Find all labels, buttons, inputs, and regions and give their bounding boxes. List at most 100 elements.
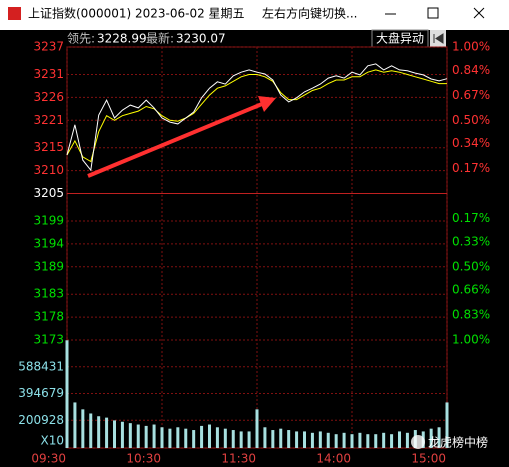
volume-bar xyxy=(247,431,251,448)
lead-label: 领先: xyxy=(67,32,95,46)
volume-bar xyxy=(113,420,116,448)
y-tick-label: 3237 xyxy=(33,40,64,54)
y-tick-label: 3199 xyxy=(33,213,64,227)
y-tick-label: 3215 xyxy=(33,140,64,154)
x-tick-label: 11:30 xyxy=(221,452,256,466)
volume-bar xyxy=(445,402,449,448)
lead-value: 3228.99 xyxy=(97,32,147,46)
volume-bar xyxy=(89,413,93,448)
y-tick-label: 3194 xyxy=(33,236,64,250)
volume-bar xyxy=(144,425,148,448)
volume-bar xyxy=(215,427,219,448)
y-tick-label: 3210 xyxy=(33,163,64,177)
y2-tick-label: 0.84% xyxy=(452,63,490,77)
y2-tick-label: 0.34% xyxy=(452,136,490,150)
title-bar xyxy=(0,0,509,30)
annotation-arrow xyxy=(87,102,263,178)
volume-bar xyxy=(176,427,180,448)
volume-bar xyxy=(105,417,109,448)
volume-bar xyxy=(287,430,291,448)
volume-bar xyxy=(295,431,299,448)
x-tick-label: 10:30 xyxy=(126,452,161,466)
watermark-icon xyxy=(411,435,425,449)
watermark: 龙虎榜中榜 xyxy=(428,435,488,450)
window-title: 上证指数(000001) 2023-06-02 星期五 xyxy=(28,6,245,21)
volume-bar xyxy=(437,427,441,448)
y2-tick-label: 1.00% xyxy=(452,333,490,347)
y2-tick-label: 0.33% xyxy=(452,234,490,248)
volume-bar xyxy=(231,430,235,448)
close-button[interactable] xyxy=(473,7,485,19)
annotation-arrowhead xyxy=(258,96,276,112)
y2-tick-label: 0.17% xyxy=(452,211,490,225)
x-tick-label: 09:30 xyxy=(31,452,66,466)
y2-tick-label: 0.50% xyxy=(452,113,490,127)
volume-bar xyxy=(168,428,172,448)
volume-bar xyxy=(81,409,85,448)
y-tick-label: 3226 xyxy=(33,90,64,104)
market-alert-label: 大盘异动 xyxy=(376,31,424,46)
y-tick-label: 3221 xyxy=(33,113,64,127)
volume-bar xyxy=(374,434,378,448)
volume-tick-label: X10 xyxy=(41,434,65,448)
app-icon xyxy=(8,7,21,20)
volume-bar xyxy=(184,428,188,448)
volume-bar xyxy=(326,432,330,448)
y2-tick-label: 0.66% xyxy=(452,283,490,297)
y-tick-label: 3178 xyxy=(33,310,64,324)
price-line xyxy=(66,69,447,163)
y-tick-label: 3173 xyxy=(33,333,64,347)
volume-bar xyxy=(318,431,322,448)
volume-bar xyxy=(429,428,433,448)
volume-bar xyxy=(350,434,354,448)
y2-tick-label: 1.00% xyxy=(452,40,490,54)
y2-tick-label: 0.83% xyxy=(452,308,490,322)
volume-bar xyxy=(239,431,243,448)
volume-bar xyxy=(279,428,283,448)
volume-bar xyxy=(192,430,196,448)
volume-bar xyxy=(152,424,156,448)
volume-bar xyxy=(160,427,164,448)
maximize-button[interactable] xyxy=(427,7,439,19)
y2-tick-label: 0.17% xyxy=(452,161,490,175)
x-tick-label: 14:00 xyxy=(316,452,351,466)
x-tick-label: 15:00 xyxy=(411,452,446,466)
volume-bar xyxy=(303,431,306,448)
chart-area xyxy=(0,30,509,467)
y2-tick-label: 0.67% xyxy=(452,88,490,102)
volume-bar xyxy=(342,432,346,448)
volume-bar xyxy=(223,428,227,448)
volume-bar xyxy=(255,409,259,448)
volume-bar xyxy=(97,416,101,448)
price-line xyxy=(66,63,448,172)
y-tick-label: 3205 xyxy=(33,186,64,200)
volume-bar xyxy=(120,421,124,448)
volume-bar xyxy=(382,432,386,448)
volume-bar xyxy=(310,432,314,448)
y2-tick-label: 0.50% xyxy=(452,259,490,273)
volume-bar xyxy=(200,425,204,448)
volume-bar xyxy=(136,424,140,448)
y-tick-label: 3183 xyxy=(33,287,64,301)
collapse-icon xyxy=(433,33,444,44)
volume-bar xyxy=(73,402,77,448)
y-tick-label: 3189 xyxy=(33,259,64,273)
volume-bar xyxy=(405,432,409,448)
volume-bar xyxy=(208,424,211,448)
volume-bar xyxy=(366,434,370,448)
volume-bar xyxy=(390,434,394,448)
hint-text: 左右方向键切换... xyxy=(262,6,357,21)
volume-bar xyxy=(334,434,338,448)
volume-bar xyxy=(65,340,69,448)
latest-label: 最新: xyxy=(146,31,174,46)
volume-bar xyxy=(128,423,132,448)
y-tick-label: 3231 xyxy=(33,67,64,81)
volume-bar xyxy=(358,432,362,448)
volume-bar xyxy=(263,427,267,448)
volume-bar xyxy=(398,431,401,448)
volume-bar xyxy=(271,430,275,448)
volume-tick-label: 200928 xyxy=(18,413,64,427)
latest-value: 3230.07 xyxy=(176,32,226,46)
